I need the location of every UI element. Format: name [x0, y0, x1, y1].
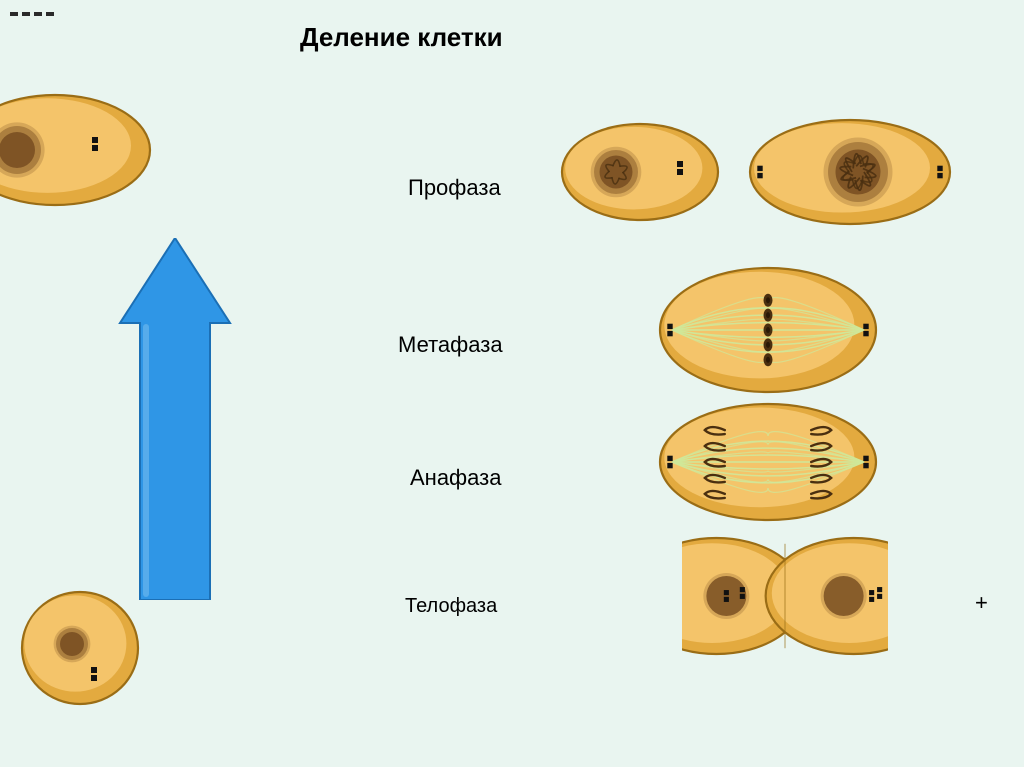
cell-interphase_top — [0, 80, 165, 220]
cell-prophase_b — [735, 105, 965, 239]
cell-metaphase — [645, 253, 891, 407]
corner-dash — [10, 12, 54, 16]
diagram-stage: Деление клетки Профаза Метафаза Анафаза Тело… — [0, 0, 1024, 767]
label-metaphase: Метафаза — [398, 332, 503, 358]
label-telophase: Телофаза — [405, 595, 497, 618]
label-prophase: Профаза — [408, 175, 501, 201]
diagram-title: Деление клетки — [300, 22, 503, 53]
cell-telophase — [682, 523, 888, 669]
interphase-arrow — [116, 238, 234, 600]
label-anaphase: Анафаза — [410, 465, 501, 491]
cell-interphase_bottom — [7, 577, 153, 719]
cell-anaphase — [645, 389, 891, 535]
plus-symbol: + — [975, 590, 988, 616]
cell-prophase_a — [547, 109, 733, 235]
